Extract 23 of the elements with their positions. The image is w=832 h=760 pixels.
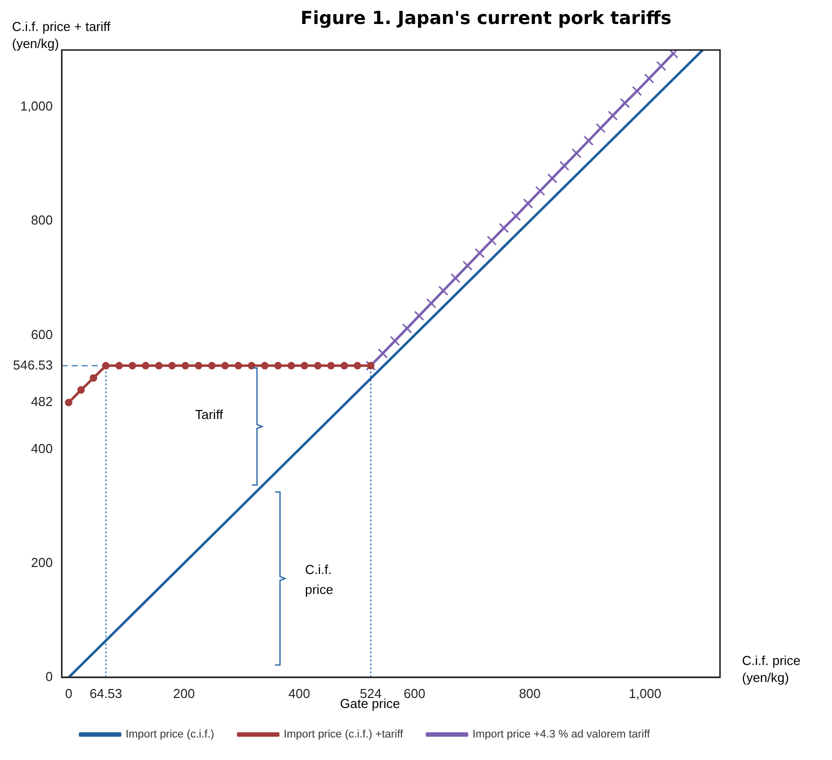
annotation: C.i.f. price (305, 561, 334, 599)
y-tick-label: 1,000 (20, 98, 53, 114)
x-axis-title: C.i.f. price (yen/kg) (742, 652, 802, 686)
chart-title: Figure 1. Japan's current pork tariffs (300, 8, 672, 29)
x-tick-label: 0 (65, 686, 72, 701)
x-tick-label: 800 (518, 686, 541, 701)
y-tick-label: 546.53 (12, 357, 53, 372)
annotation: Tariff (195, 406, 223, 422)
y-axis-title: C.i.f. price + tariff (yen/kg) (12, 18, 112, 52)
legend-label: Import price (c.i.f.) (126, 728, 214, 741)
x-tick-label: 1,000 (628, 686, 662, 701)
y-tick-label: 600 (31, 326, 53, 342)
x-tick-label: 400 (288, 686, 310, 701)
y-tick-label: 200 (31, 554, 53, 570)
y-tick-label: 800 (31, 212, 53, 228)
x-tick-label: 64.53 (90, 686, 122, 701)
legend-label: Import price +4.3 % ad valorem tariff (472, 728, 651, 741)
legend-label: Import price (c.i.f.) +tariff (284, 728, 404, 741)
y-tick-label: 482 (31, 394, 53, 410)
y-tick-label: 0 (46, 668, 53, 684)
x-tick-label: 200 (173, 686, 195, 701)
x-tick-label: 600 (404, 686, 426, 701)
y-tick-label: 400 (31, 440, 53, 456)
